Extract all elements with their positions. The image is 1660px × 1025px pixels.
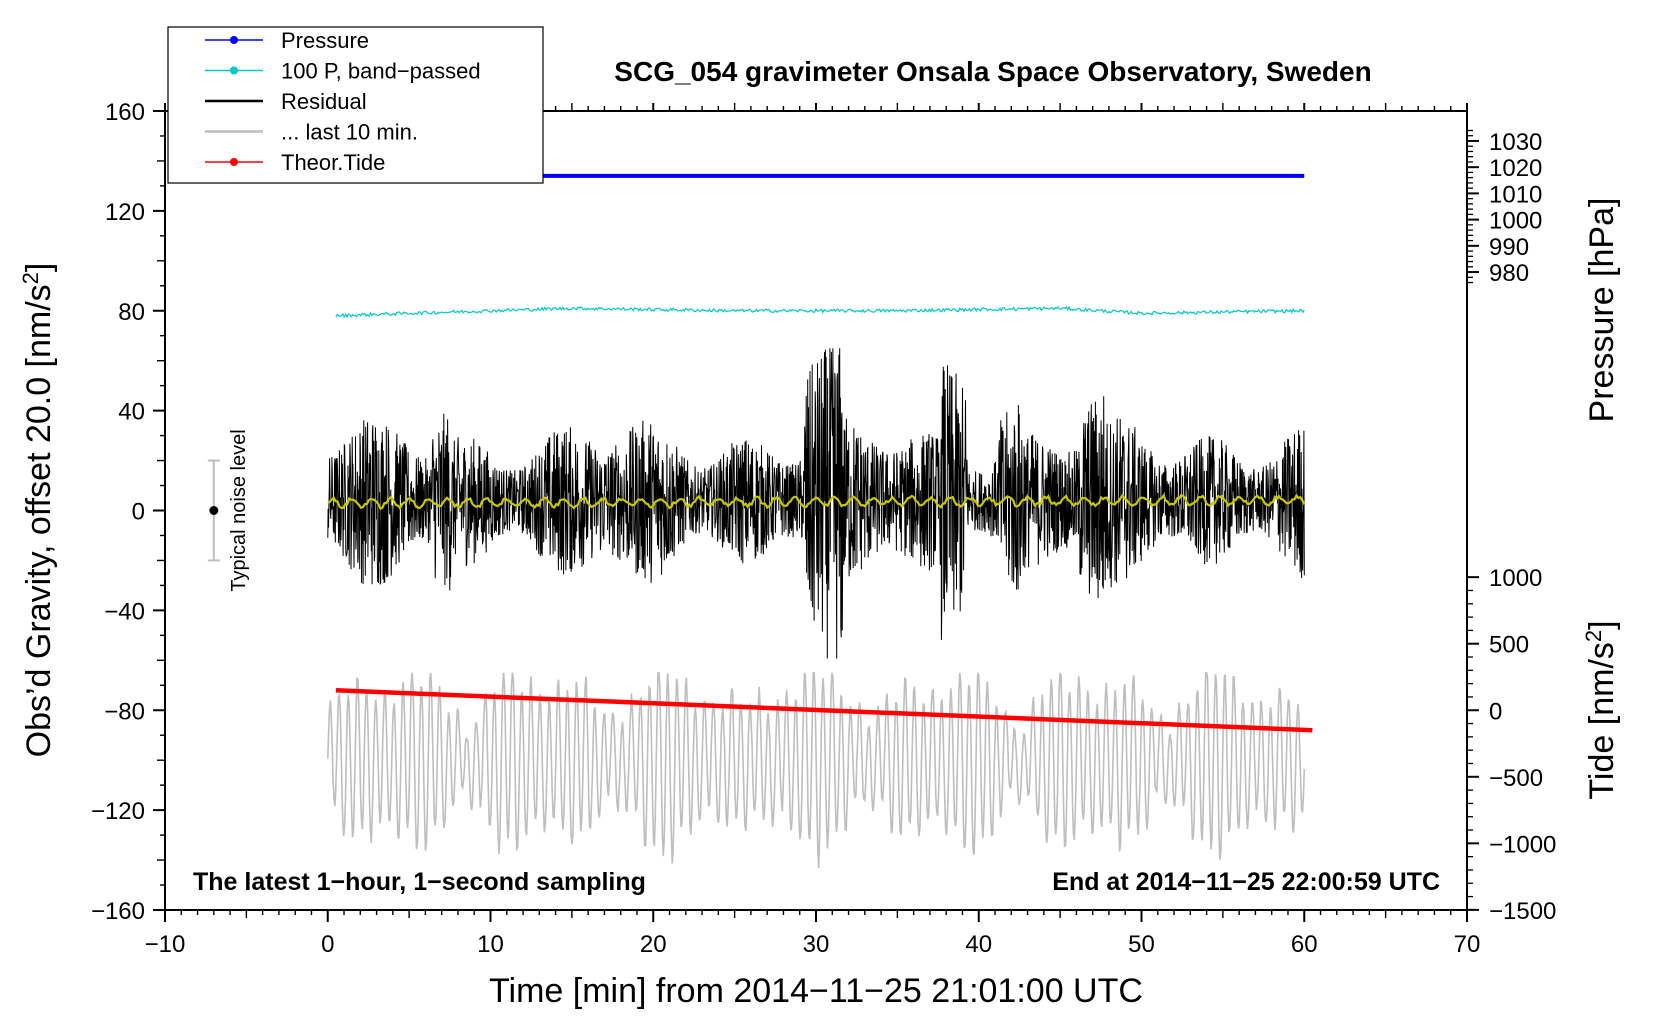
tide-tick-label: −1000 [1489, 831, 1556, 858]
y-axis-title-tide-end: ] [1583, 620, 1621, 629]
x-tick-label: 40 [965, 931, 992, 958]
x-axis: −10 0 10 20 30 40 50 60 70 [145, 103, 1481, 958]
y-axis-tide: 1000 500 0 −500 −1000 −1500 [1467, 565, 1556, 925]
x-tick-label: −10 [145, 931, 186, 958]
series-residual-smoothed [327, 493, 1306, 511]
tide-tick-label: 1000 [1489, 565, 1542, 592]
noise-level-indicator: Typical noise level [207, 429, 250, 592]
tide-tick-label: −1500 [1489, 898, 1556, 925]
legend: Pressure 100 P, band−passed Residual ... la… [167, 26, 544, 184]
annotation-end-time: End at 2014−11−25 22:00:59 UTC [1052, 868, 1440, 896]
x-tick-label: 60 [1291, 931, 1318, 958]
x-axis-title: Time [min] from 2014−11−25 21:01:00 UTC [489, 972, 1143, 1010]
pressure-tick-label: 1000 [1489, 208, 1542, 235]
legend-label: Theor.Tide [281, 150, 385, 175]
series-pressure-band-passed [335, 305, 1305, 319]
y-axis-title-tide: Tide [nm/s2] [1581, 620, 1622, 799]
y-tick-label: 120 [105, 199, 145, 226]
chart-title: SCG_054 gravimeter Onsala Space Observat… [614, 56, 1371, 87]
y-tick-label: 80 [118, 299, 145, 326]
y-tick-label: 160 [105, 99, 145, 126]
series-residual [327, 348, 1305, 659]
legend-swatch-marker [230, 158, 238, 166]
legend-swatch-marker [230, 36, 238, 44]
pressure-tick-label: 980 [1489, 260, 1529, 287]
y-tick-label: 0 [132, 499, 145, 526]
annotation-sampling: The latest 1−hour, 1−second sampling [193, 868, 646, 896]
legend-label: ... last 10 min. [281, 120, 418, 145]
legend-label: 100 P, band−passed [281, 59, 481, 84]
x-tick-label: 10 [477, 931, 504, 958]
legend-label: Residual [281, 89, 367, 114]
legend-label: Pressure [281, 28, 369, 53]
pressure-tick-label: 990 [1489, 234, 1529, 261]
y-axis-title-left: Obs’d Gravity, offset 20.0 [nm/s2] [18, 263, 59, 758]
x-tick-label: 0 [321, 931, 334, 958]
y-axis-title-pressure: Pressure [hPa] [1583, 198, 1621, 423]
x-tick-label: 50 [1128, 931, 1155, 958]
tide-tick-label: 0 [1489, 698, 1502, 725]
series-group [327, 173, 1313, 868]
x-tick-label: 30 [803, 931, 830, 958]
pressure-tick-label: 1030 [1489, 129, 1542, 156]
y-axis-title-left-end: ] [20, 263, 58, 272]
x-tick-label: 70 [1454, 931, 1481, 958]
series-theoretical-tide [335, 688, 1313, 733]
noise-center-dot [209, 506, 219, 515]
y-tick-label: −120 [91, 798, 145, 825]
y-axis-title-left-main: Obs’d Gravity, offset 20.0 [nm/s [20, 284, 58, 757]
y-tick-label: −40 [104, 598, 145, 625]
y-axis-left: 160 120 80 40 0 −40 −80 −120 −160 [91, 99, 165, 925]
y-tick-label: 40 [118, 399, 145, 426]
series-last-10-min [327, 671, 1306, 868]
y-tick-label: −160 [91, 898, 145, 925]
x-tick-label: 20 [640, 931, 667, 958]
legend-swatch-marker [230, 66, 238, 75]
pressure-tick-label: 1010 [1489, 181, 1542, 208]
tide-tick-label: 500 [1489, 632, 1529, 659]
noise-label: Typical noise level [228, 429, 250, 591]
y-axis-title-left-sup: 2 [18, 272, 43, 284]
tide-tick-label: −500 [1489, 765, 1543, 792]
pressure-tick-label: 1020 [1489, 155, 1542, 182]
y-axis-title-tide-main: Tide [nm/s [1583, 642, 1621, 799]
legend-box [167, 26, 544, 184]
y-tick-label: −80 [104, 698, 145, 725]
y-axis-title-tide-sup: 2 [1581, 630, 1606, 642]
